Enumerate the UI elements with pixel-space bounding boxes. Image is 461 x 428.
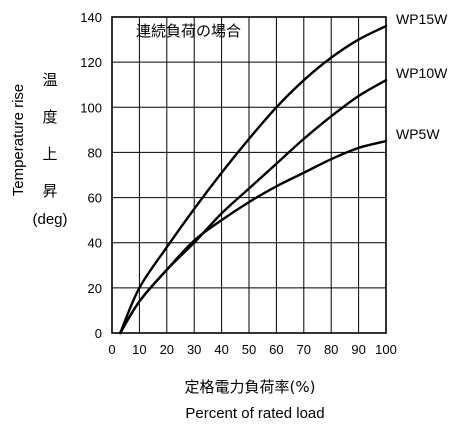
y-axis-title-jp-char: 度 (42, 108, 57, 126)
x-tick-label: 10 (132, 342, 146, 357)
series-label-wp15w: WP15W (396, 11, 448, 27)
series-line-wp10w (119, 79, 388, 335)
x-tick-label: 90 (351, 342, 365, 357)
x-tick-label: 20 (160, 342, 174, 357)
y-axis-title: Temperature rise (10, 84, 27, 197)
y-axis-title-jp-char: 温 (42, 71, 57, 89)
y-tick-label: 80 (88, 145, 102, 160)
x-tick-label: 40 (214, 342, 228, 357)
x-axis-title: Percent of rated load (185, 405, 324, 422)
x-tick-label: 70 (297, 342, 311, 357)
x-axis-title-jp: 定格電力負荷率(%) (185, 378, 316, 396)
series-label-wp5w: WP5W (396, 126, 440, 142)
y-tick-label: 100 (80, 100, 102, 115)
series-line-wp5w (119, 139, 388, 335)
x-tick-label: 80 (324, 342, 338, 357)
x-tick-label: 60 (269, 342, 283, 357)
y-tick-label: 0 (95, 326, 102, 341)
y-tick-label: 40 (88, 236, 102, 251)
y-axis-title-jp-char: 上 (42, 145, 57, 163)
series-line-wp15w (119, 24, 388, 335)
series-label-wp10w: WP10W (396, 65, 448, 81)
x-tick-labels: 0 10 20 30 40 50 60 70 80 90 100 (108, 342, 396, 357)
y-axis-unit: (deg) (32, 211, 67, 228)
y-tick-label: 20 (88, 281, 102, 296)
x-tick-label: 50 (242, 342, 256, 357)
grid (112, 17, 386, 333)
x-tick-label: 0 (108, 342, 115, 357)
chart-title: 連続負荷の場合 (136, 22, 241, 40)
x-tick-label: 100 (375, 342, 397, 357)
y-tick-labels: 0 20 40 60 80 100 120 140 (80, 10, 102, 341)
series-labels: WP15W WP10W WP5W (396, 11, 448, 142)
y-tick-label: 60 (88, 191, 102, 206)
y-axis-title-jp-char: 昇 (42, 182, 57, 200)
x-tick-label: 30 (187, 342, 201, 357)
plot-frame (111, 16, 387, 334)
y-tick-label: 120 (80, 55, 102, 70)
series-lines (119, 24, 388, 335)
y-tick-label: 140 (80, 10, 102, 25)
